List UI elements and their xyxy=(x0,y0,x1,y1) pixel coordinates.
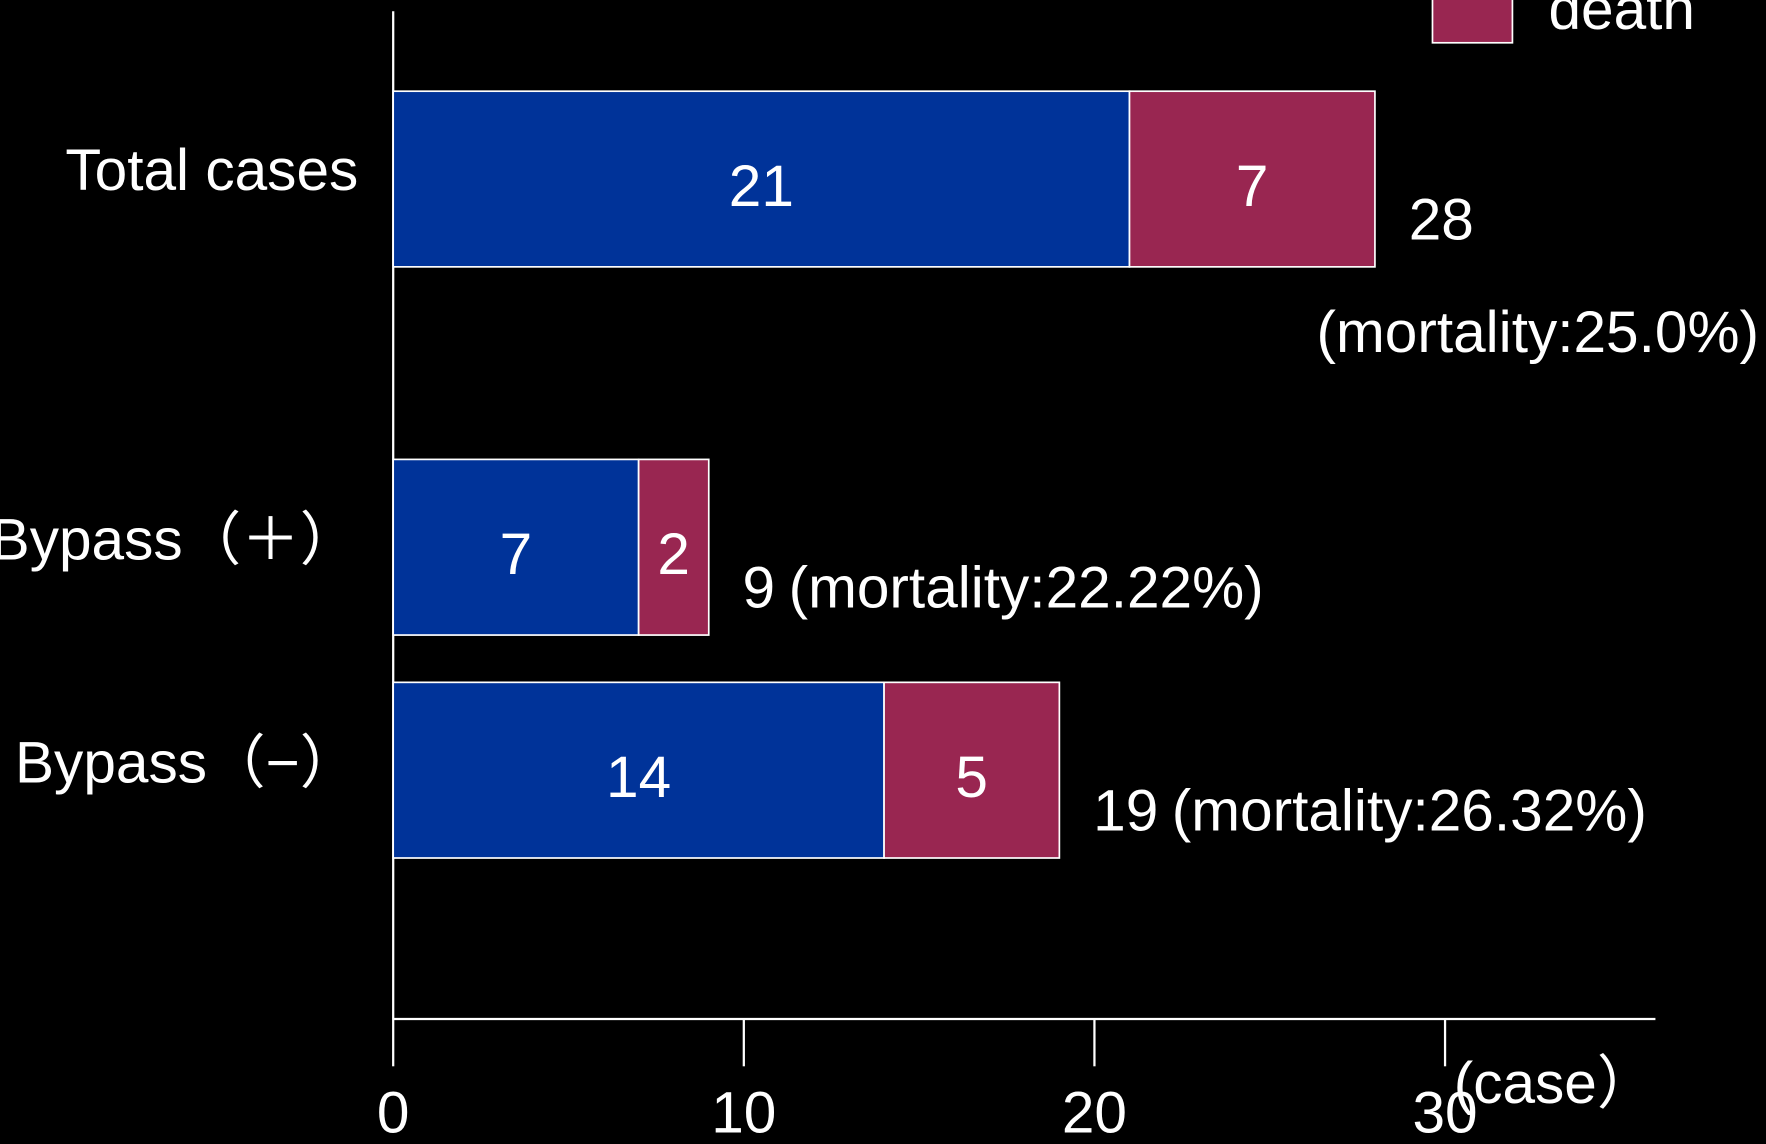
category-label: Bypass（−） xyxy=(15,730,358,795)
value-label: 5 xyxy=(955,745,988,810)
legend-label: death xyxy=(1548,0,1695,42)
value-label: 2 xyxy=(657,522,690,587)
total-label: 28 xyxy=(1409,188,1474,253)
bar-segment xyxy=(1128,90,1376,268)
category-label: Bypass（＋） xyxy=(0,507,358,572)
value-label: 7 xyxy=(500,522,533,587)
x-tick-label: 10 xyxy=(711,1080,776,1144)
legend-swatch xyxy=(1431,0,1514,44)
annotation: (mortality:22.22%) xyxy=(789,556,1264,621)
category-label: Total cases xyxy=(65,138,358,203)
total-label: 19 xyxy=(1093,779,1158,844)
bar-segment xyxy=(637,458,710,636)
x-tick-label: 0 xyxy=(377,1080,410,1144)
x-axis-label: (case） xyxy=(1454,1051,1656,1116)
annotation: (mortality:25.0%) xyxy=(1317,300,1759,365)
bar-segment xyxy=(392,681,885,859)
bar-segment xyxy=(883,681,1061,859)
annotation: (mortality:26.32%) xyxy=(1172,779,1647,844)
total-label: 9 xyxy=(743,556,776,621)
bar-segment xyxy=(392,458,640,636)
value-label: 21 xyxy=(729,154,794,219)
x-tick-label: 20 xyxy=(1062,1080,1127,1144)
value-label: 14 xyxy=(606,745,671,810)
value-label: 7 xyxy=(1236,154,1269,219)
x-tick-label: 30 xyxy=(1412,1080,1477,1144)
